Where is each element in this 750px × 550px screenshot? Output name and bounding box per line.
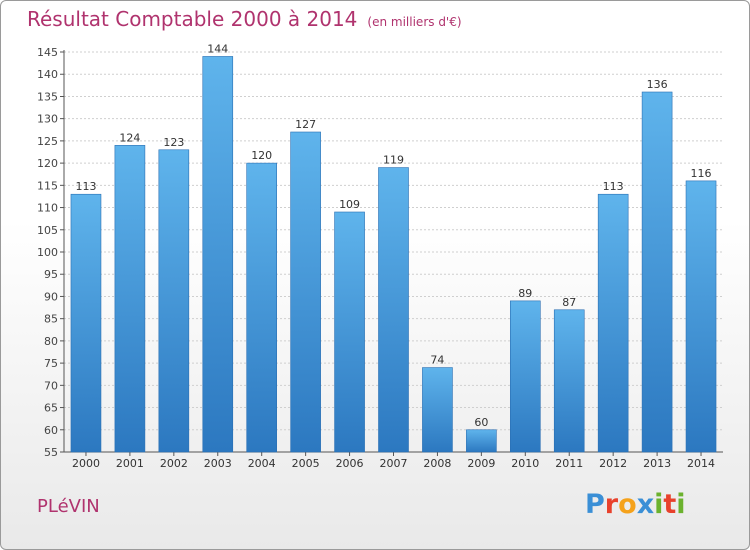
- x-tick-label: 2000: [72, 457, 100, 470]
- chart-title: Résultat Comptable 2000 à 2014 (en millie…: [27, 7, 462, 31]
- y-tick-label: 135: [37, 90, 58, 103]
- proxiti-logo: Proxiti: [585, 489, 686, 520]
- bar: [246, 162, 277, 453]
- y-tick-label: 110: [37, 202, 58, 215]
- data-label: 109: [339, 198, 360, 211]
- y-tick-label: 90: [44, 290, 58, 303]
- logo-letter: r: [604, 489, 619, 520]
- x-tick-label: 2006: [336, 457, 364, 470]
- x-tick-label: 2002: [160, 457, 188, 470]
- data-label: 116: [691, 167, 712, 180]
- data-label: 124: [119, 131, 140, 144]
- data-label: 113: [603, 180, 624, 193]
- y-tick-label: 125: [37, 135, 58, 148]
- y-tick-label: 140: [37, 68, 58, 81]
- x-tick-label: 2004: [248, 457, 276, 470]
- bar: [685, 180, 717, 453]
- data-label: 74: [430, 354, 444, 367]
- y-tick-label: 100: [37, 246, 58, 259]
- title-text: Résultat Comptable 2000 à 2014: [27, 7, 358, 31]
- x-tick-label: 2010: [511, 457, 539, 470]
- data-label: 127: [295, 118, 316, 131]
- y-tick-label: 75: [44, 357, 58, 370]
- x-tick-label: 2003: [204, 457, 232, 470]
- bar: [466, 429, 497, 453]
- y-tick-label: 70: [44, 379, 58, 392]
- data-label: 144: [207, 42, 228, 55]
- logo-letter: i: [654, 489, 664, 520]
- bar: [158, 149, 190, 453]
- y-tick-label: 115: [37, 179, 58, 192]
- unit-text: (en milliers d'€): [367, 15, 462, 29]
- data-label: 119: [383, 154, 404, 167]
- x-tick-label: 2013: [643, 457, 671, 470]
- bar: [553, 309, 585, 453]
- bar: [509, 300, 541, 453]
- data-label: 136: [647, 78, 668, 91]
- y-tick-label: 55: [44, 446, 58, 459]
- bar: [641, 91, 673, 453]
- data-label: 87: [562, 296, 576, 309]
- y-tick-label: 105: [37, 224, 58, 237]
- data-label: 123: [163, 136, 184, 149]
- bar: [70, 193, 102, 453]
- x-tick-label: 2001: [116, 457, 144, 470]
- y-tick-label: 145: [37, 46, 58, 59]
- x-tick-label: 2007: [380, 457, 408, 470]
- y-tick-label: 85: [44, 313, 58, 326]
- x-tick-label: 2014: [687, 457, 715, 470]
- bar: [290, 131, 321, 453]
- data-label: 89: [518, 287, 532, 300]
- bar: [422, 367, 453, 453]
- bar: [114, 145, 146, 453]
- logo-letter: t: [663, 489, 677, 520]
- labels: 55 60 65 70 75 80 85 90 95 100 105 110 115 120 125 130 1…: [37, 42, 715, 470]
- bar: [597, 193, 629, 453]
- y-tick-label: 120: [37, 157, 58, 170]
- x-tick-label: 2009: [467, 457, 495, 470]
- commune-name: PLéVIN: [37, 496, 100, 517]
- y-tick-label: 65: [44, 402, 58, 415]
- data-label: 120: [251, 149, 272, 162]
- y-tick-label: 130: [37, 113, 58, 126]
- bars: [70, 56, 717, 453]
- logo-letter: x: [636, 489, 655, 520]
- x-tick-label: 2012: [599, 457, 627, 470]
- data-label: 113: [75, 180, 96, 193]
- x-tick-label: 2011: [555, 457, 583, 470]
- y-tick-label: 95: [44, 268, 58, 281]
- logo-letter: i: [676, 489, 686, 520]
- y-tick-label: 60: [44, 424, 58, 437]
- bar: [334, 211, 365, 453]
- bar: [202, 56, 234, 453]
- x-tick-label: 2008: [423, 457, 451, 470]
- x-tick-label: 2005: [292, 457, 320, 470]
- logo-letter: o: [618, 489, 637, 520]
- bar: [378, 167, 409, 453]
- y-tick-label: 80: [44, 335, 58, 348]
- logo-letter: P: [585, 489, 605, 520]
- data-label: 60: [474, 416, 488, 429]
